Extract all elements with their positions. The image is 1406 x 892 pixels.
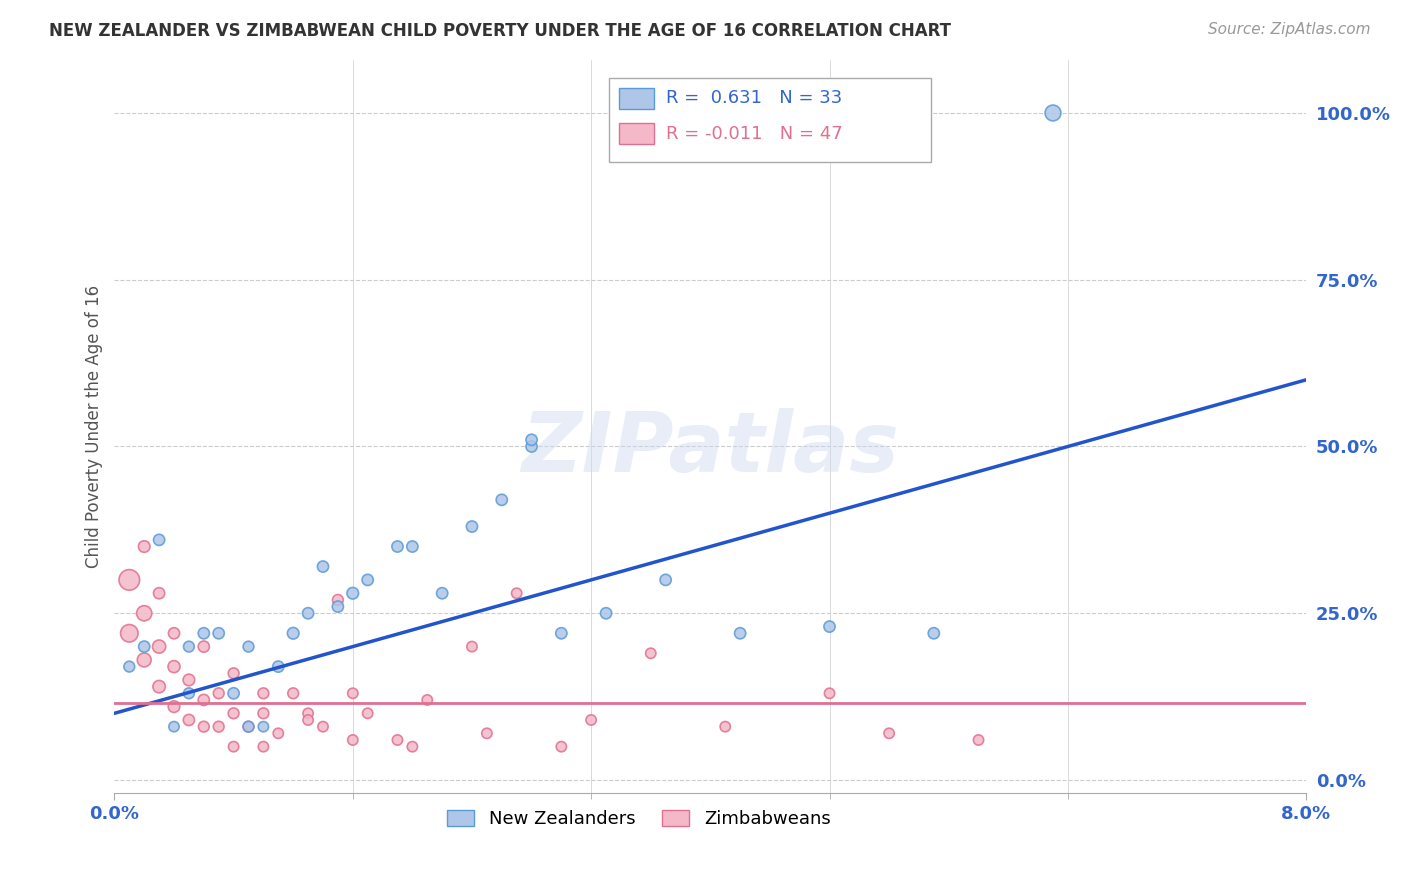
Point bbox=[520, 433, 543, 447]
Point bbox=[118, 659, 141, 673]
Point bbox=[252, 739, 274, 754]
Point bbox=[148, 640, 170, 654]
Text: Source: ZipAtlas.com: Source: ZipAtlas.com bbox=[1208, 22, 1371, 37]
Point bbox=[148, 586, 170, 600]
Legend: New Zealanders, Zimbabweans: New Zealanders, Zimbabweans bbox=[440, 803, 838, 836]
Point bbox=[357, 573, 380, 587]
Point bbox=[163, 659, 186, 673]
Point bbox=[579, 713, 602, 727]
Point bbox=[238, 720, 260, 734]
Point bbox=[430, 586, 453, 600]
FancyBboxPatch shape bbox=[619, 88, 654, 109]
Point bbox=[252, 706, 274, 721]
Point bbox=[401, 739, 423, 754]
Point bbox=[193, 720, 215, 734]
Point bbox=[177, 673, 200, 687]
Point bbox=[208, 720, 231, 734]
Point bbox=[118, 626, 141, 640]
Point bbox=[238, 720, 260, 734]
Point bbox=[222, 739, 245, 754]
Point bbox=[728, 626, 751, 640]
Point bbox=[818, 686, 841, 700]
Point bbox=[163, 626, 186, 640]
Point bbox=[267, 726, 290, 740]
Point bbox=[595, 606, 617, 620]
Point bbox=[357, 706, 380, 721]
Point bbox=[550, 626, 572, 640]
Point bbox=[252, 720, 274, 734]
Text: R =  0.631   N = 33: R = 0.631 N = 33 bbox=[666, 89, 842, 108]
Point bbox=[118, 573, 141, 587]
Point bbox=[283, 686, 305, 700]
Point bbox=[222, 686, 245, 700]
Point bbox=[163, 720, 186, 734]
Point bbox=[461, 640, 484, 654]
Point bbox=[922, 626, 945, 640]
Point bbox=[520, 440, 543, 454]
Point bbox=[818, 619, 841, 633]
Point bbox=[177, 640, 200, 654]
Point bbox=[461, 519, 484, 533]
Point bbox=[475, 726, 498, 740]
Point bbox=[238, 640, 260, 654]
Point bbox=[222, 666, 245, 681]
Point bbox=[208, 686, 231, 700]
Y-axis label: Child Poverty Under the Age of 16: Child Poverty Under the Age of 16 bbox=[86, 285, 103, 568]
Point bbox=[967, 733, 990, 747]
Point bbox=[297, 606, 319, 620]
Point bbox=[550, 739, 572, 754]
Point bbox=[297, 706, 319, 721]
Point bbox=[640, 646, 662, 660]
Point bbox=[177, 713, 200, 727]
Point bbox=[297, 713, 319, 727]
Point bbox=[267, 659, 290, 673]
Point bbox=[134, 640, 156, 654]
Point bbox=[148, 680, 170, 694]
Text: R = -0.011   N = 47: R = -0.011 N = 47 bbox=[666, 125, 844, 143]
Point bbox=[387, 733, 409, 747]
Point bbox=[312, 559, 335, 574]
Point bbox=[222, 706, 245, 721]
FancyBboxPatch shape bbox=[609, 78, 931, 162]
Point bbox=[387, 540, 409, 554]
Point bbox=[134, 653, 156, 667]
Point bbox=[193, 640, 215, 654]
Text: ZIPatlas: ZIPatlas bbox=[522, 408, 900, 489]
Point bbox=[714, 720, 737, 734]
Point bbox=[416, 693, 439, 707]
Point bbox=[877, 726, 900, 740]
Point bbox=[654, 573, 676, 587]
Point bbox=[134, 540, 156, 554]
Text: NEW ZEALANDER VS ZIMBABWEAN CHILD POVERTY UNDER THE AGE OF 16 CORRELATION CHART: NEW ZEALANDER VS ZIMBABWEAN CHILD POVERT… bbox=[49, 22, 952, 40]
Point bbox=[208, 626, 231, 640]
Point bbox=[326, 593, 349, 607]
Point bbox=[163, 699, 186, 714]
Point bbox=[148, 533, 170, 547]
Point bbox=[326, 599, 349, 614]
Point bbox=[505, 586, 527, 600]
Point bbox=[252, 686, 274, 700]
Point bbox=[134, 606, 156, 620]
Point bbox=[342, 733, 364, 747]
Point bbox=[342, 586, 364, 600]
Point bbox=[177, 686, 200, 700]
Point bbox=[193, 626, 215, 640]
Point bbox=[283, 626, 305, 640]
Point bbox=[193, 693, 215, 707]
Point bbox=[1042, 106, 1064, 120]
Point bbox=[401, 540, 423, 554]
Point bbox=[491, 492, 513, 507]
FancyBboxPatch shape bbox=[619, 123, 654, 144]
Point bbox=[312, 720, 335, 734]
Point bbox=[342, 686, 364, 700]
